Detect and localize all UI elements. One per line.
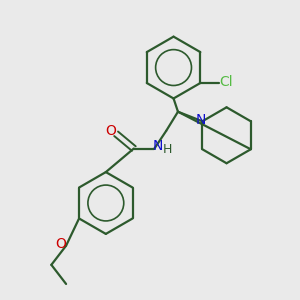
Text: O: O [105, 124, 116, 138]
Text: N: N [196, 113, 206, 127]
Text: Cl: Cl [219, 75, 233, 89]
Text: O: O [55, 237, 66, 251]
Text: H: H [163, 143, 172, 157]
Text: N: N [152, 139, 163, 153]
